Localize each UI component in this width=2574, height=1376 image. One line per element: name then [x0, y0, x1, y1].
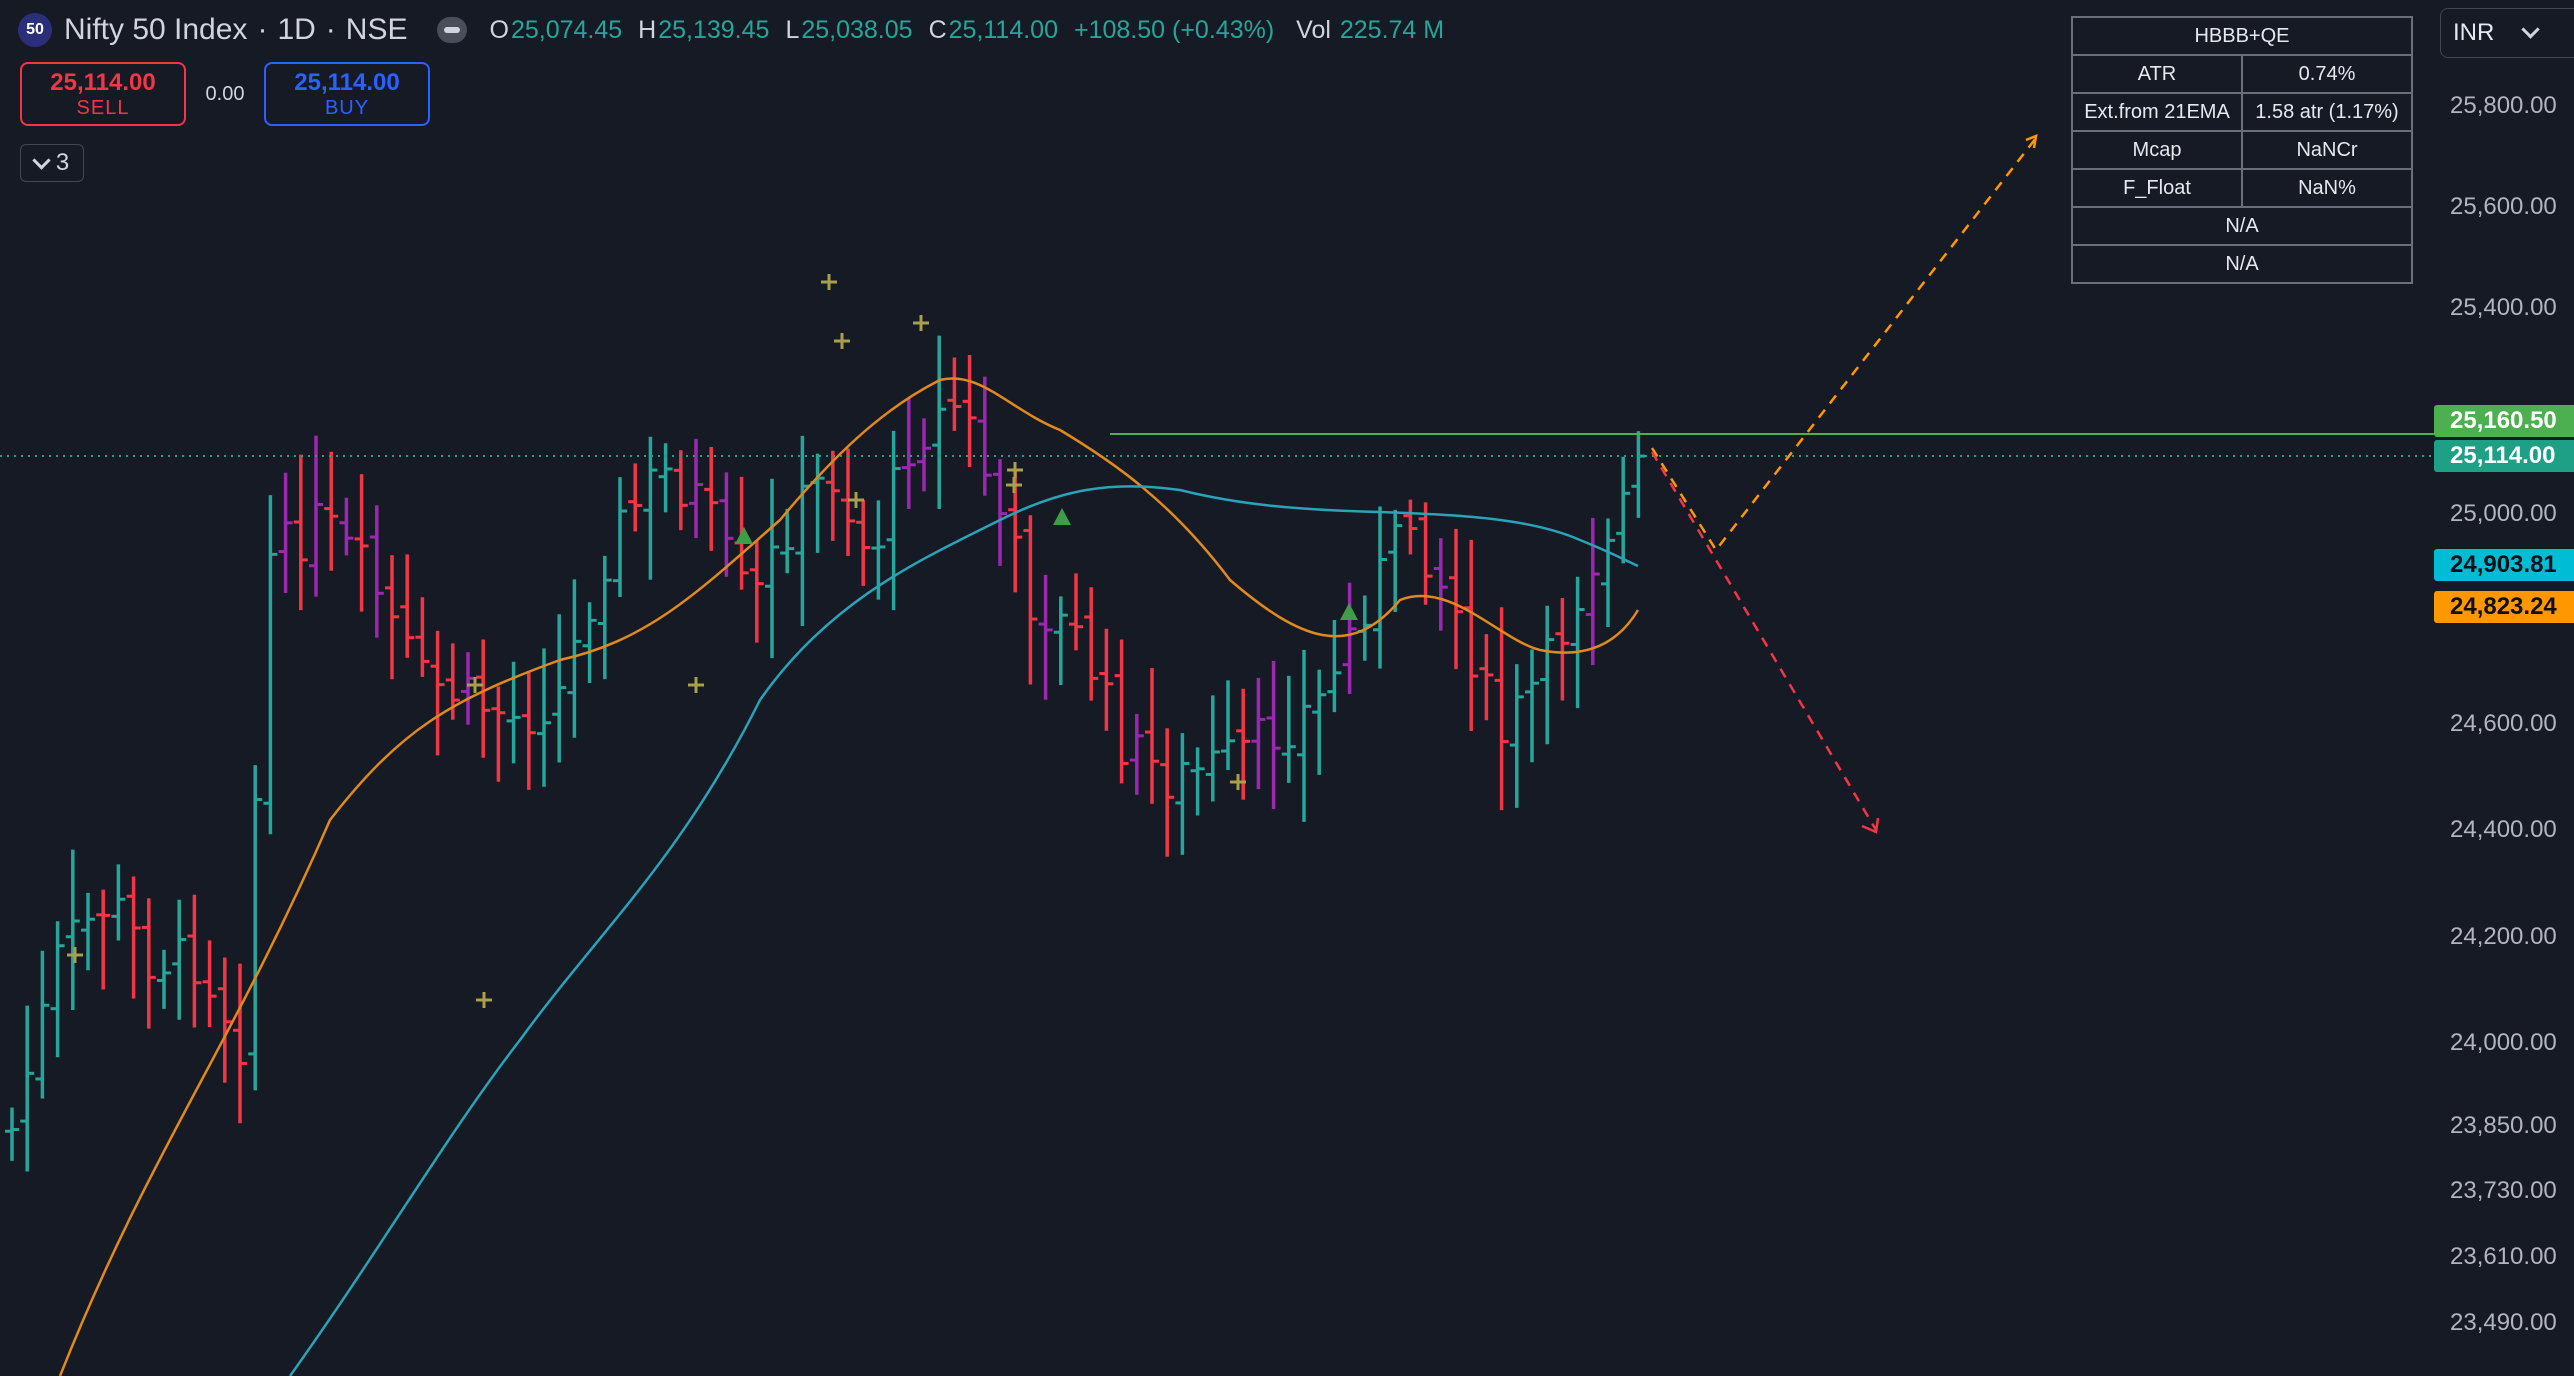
axis-tick: 24,000.00: [2450, 1029, 2557, 1056]
triangle-up-marker-icon: [735, 527, 753, 544]
table-row: F_Float NaN%: [2071, 168, 2413, 208]
axis-tick: 25,000.00: [2450, 500, 2557, 527]
plus-marker-icon: [821, 274, 837, 290]
sell-button[interactable]: 25,114.00 SELL: [20, 62, 186, 126]
axis-tick: 24,600.00: [2450, 710, 2557, 737]
buy-button[interactable]: 25,114.00 BUY: [264, 62, 430, 126]
hide-icon[interactable]: [437, 17, 468, 43]
plus-marker-icon: [476, 992, 492, 1008]
table-title: HBBB+QE: [2071, 16, 2413, 56]
axis-tick: 23,850.00: [2450, 1112, 2557, 1139]
currency-selector[interactable]: INR: [2440, 8, 2574, 58]
open-value: 25,074.45: [510, 15, 623, 44]
low-value: 25,038.05: [801, 15, 913, 44]
axis-tick: 25,800.00: [2450, 92, 2557, 119]
triangle-up-marker-icon: [1340, 603, 1358, 620]
symbol-logo[interactable]: 50: [18, 13, 52, 47]
interval-label[interactable]: 1D: [277, 13, 316, 46]
plus-marker-icon: [1006, 477, 1022, 493]
plus-marker-icon: [467, 677, 483, 693]
axis-tick: 23,490.00: [2450, 1309, 2557, 1336]
plus-marker-icon: [848, 492, 864, 508]
chevron-down-icon: [2521, 19, 2541, 39]
arrow-up-icon: [2025, 134, 2038, 149]
spread-value: 0.00: [205, 82, 245, 105]
table-row: N/A: [2071, 206, 2413, 246]
axis-tick: 25,400.00: [2450, 294, 2557, 321]
symbol-name[interactable]: Nifty 50 Index: [64, 13, 248, 46]
change-value: +108.50 (+0.43%): [1074, 15, 1275, 44]
ma-fast-price-label: 24,823.24: [2434, 591, 2574, 623]
table-row: ATR 0.74%: [2071, 54, 2413, 94]
exchange-label: NSE: [345, 13, 408, 46]
close-value: 25,114.00: [948, 15, 1058, 44]
triangle-up-marker-icon: [1053, 508, 1071, 525]
last-price-label: 25,114.00: [2434, 440, 2574, 472]
resistance-price-label: 25,160.50: [2434, 405, 2574, 437]
axis-tick: 25,600.00: [2450, 193, 2557, 220]
plus-marker-icon: [834, 333, 850, 349]
projection-down-path: [1650, 451, 1878, 831]
plus-marker-icon: [67, 947, 83, 963]
ma-slow-price-label: 24,903.81: [2434, 549, 2574, 581]
chevron-down-icon: [32, 150, 51, 170]
table-row: Ext.from 21EMA 1.58 atr (1.17%): [2071, 92, 2413, 132]
ma-fast-line: [58, 377, 1640, 1376]
ohlc-values: O25,074.45 H25,139.45 L25,038.05 C25,114…: [489, 15, 1445, 44]
axis-tick: 24,200.00: [2450, 923, 2557, 950]
projection-up-path: [1650, 137, 2037, 553]
high-value: 25,139.45: [658, 15, 770, 44]
volume-value: 225.74 M: [1339, 15, 1445, 44]
indicators-toggle-button[interactable]: 3: [20, 144, 84, 182]
trade-panel: 25,114.00 SELL 0.00 25,114.00 BUY: [20, 62, 430, 126]
indicator-info-table: HBBB+QE ATR 0.74% Ext.from 21EMA 1.58 atr …: [2071, 16, 2413, 284]
plus-marker-icon: [913, 315, 929, 331]
arrow-down-icon: [1861, 817, 1880, 834]
plus-marker-icon: [1007, 462, 1023, 478]
axis-tick: 23,610.00: [2450, 1243, 2557, 1270]
table-row: N/A: [2071, 244, 2413, 284]
ma-slow-line: [288, 485, 1639, 1376]
chart-header: 50 Nifty 50 Index · 1D · NSE O25,074.45 …: [18, 12, 1444, 48]
table-row: Mcap NaNCr: [2071, 130, 2413, 170]
plus-marker-icon: [688, 677, 704, 693]
axis-tick: 23,730.00: [2450, 1177, 2557, 1204]
axis-tick: 24,400.00: [2450, 816, 2557, 843]
plus-marker-icon: [1230, 774, 1246, 790]
